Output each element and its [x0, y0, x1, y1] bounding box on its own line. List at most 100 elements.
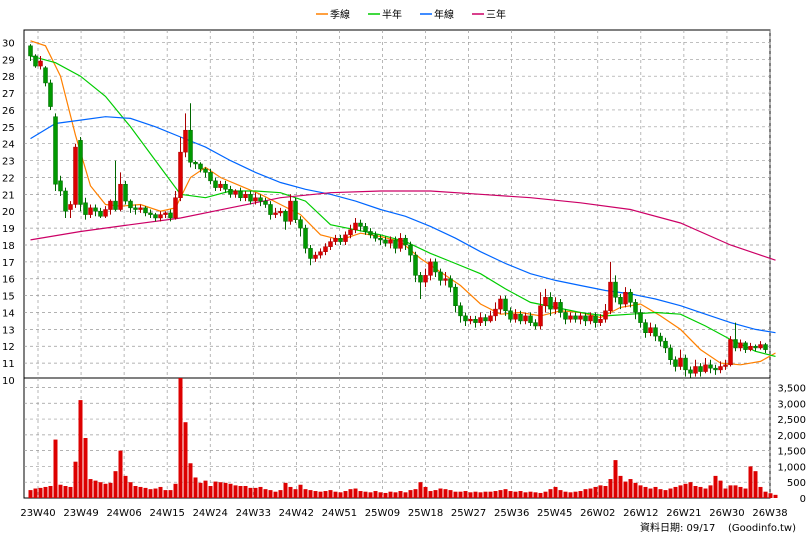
price-tick-label-17: 27	[2, 89, 15, 100]
candle-body-15	[103, 209, 108, 217]
candle-body-101	[533, 322, 538, 327]
candle-body-19	[123, 183, 128, 202]
candle-body-117	[613, 281, 618, 298]
price-tick-label-19: 29	[2, 55, 15, 66]
volume-bar-142	[738, 486, 743, 498]
volume-bar-72	[388, 491, 393, 498]
volume-bar-132	[688, 482, 693, 498]
candle-body-28	[168, 212, 173, 219]
candle-body-40	[228, 189, 233, 195]
candle-body-145	[753, 345, 758, 349]
candle-body-17	[113, 200, 118, 210]
volume-bar-81	[433, 490, 438, 498]
ma-line-2	[30, 116, 776, 334]
volume-bar-136	[708, 485, 713, 498]
candle-body-46	[258, 197, 263, 202]
volume-bar-93	[493, 491, 498, 498]
volume-bar-145	[753, 471, 758, 498]
volume-bar-1	[33, 488, 38, 498]
x-tick-label-15: 26W21	[666, 508, 701, 519]
chart-legend: 季線 半年 年線 三年	[316, 8, 506, 21]
volume-bar-39	[223, 482, 228, 498]
volume-bar-148	[768, 493, 773, 498]
volume-tick-label-6: 3,000	[777, 399, 806, 410]
volume-bar-86	[458, 491, 463, 498]
volume-bar-120	[628, 479, 633, 498]
volume-bar-31	[183, 422, 188, 498]
candle-body-47	[263, 200, 268, 205]
volume-bar-57	[313, 491, 318, 498]
volume-bar-34	[198, 482, 203, 498]
candle-body-123	[643, 322, 648, 333]
x-tick-label-11: 25W36	[494, 508, 529, 519]
x-tick-label-9: 25W18	[408, 508, 443, 519]
volume-bar-47	[263, 489, 268, 498]
candle-body-71	[383, 239, 388, 244]
candle-body-16	[108, 200, 113, 210]
candle-body-76	[408, 244, 413, 256]
candle-body-121	[633, 302, 638, 313]
volume-bar-130	[678, 485, 683, 498]
candle-body-113	[593, 315, 598, 323]
candle-body-83	[443, 278, 448, 281]
volume-tick-label-5: 2,500	[777, 415, 806, 426]
candle-body-26	[158, 214, 163, 219]
candle-body-132	[688, 369, 693, 374]
candle-body-98	[518, 313, 523, 322]
volume-bar-84	[448, 490, 453, 498]
candle-body-35	[203, 168, 208, 173]
volume-bar-114	[598, 485, 603, 498]
volume-bar-58	[318, 491, 323, 498]
volume-bar-90	[478, 492, 483, 498]
candle-body-142	[738, 342, 743, 349]
candle-body-144	[748, 345, 753, 350]
candle-body-102	[538, 305, 543, 327]
candle-body-131	[683, 357, 688, 371]
volume-bar-23	[143, 487, 148, 498]
volume-bar-92	[488, 491, 493, 498]
volume-bar-137	[713, 475, 718, 498]
candle-body-103	[543, 297, 548, 306]
x-tick-label-13: 26W02	[580, 508, 615, 519]
price-tick-label-18: 28	[2, 72, 15, 83]
candle-body-36	[208, 172, 213, 182]
candle-body-58	[318, 251, 323, 256]
candle-body-38	[218, 183, 223, 188]
candle-body-39	[223, 183, 228, 190]
candle-body-100	[528, 315, 533, 323]
volume-bar-70	[378, 492, 383, 498]
price-tick-label-7: 17	[2, 258, 15, 269]
candle-body-110	[578, 315, 583, 320]
candle-body-147	[763, 344, 768, 350]
volume-plot-area	[23, 377, 771, 499]
volume-bar-126	[658, 489, 663, 498]
candle-body-133	[693, 366, 698, 374]
candle-body-5	[53, 116, 58, 185]
volume-bar-144	[748, 466, 753, 498]
candle-body-70	[378, 237, 383, 241]
volume-bar-133	[693, 486, 698, 498]
volume-bar-29	[173, 483, 178, 498]
candle-body-130	[678, 357, 683, 367]
candle-body-62	[338, 237, 343, 242]
volume-bar-134	[698, 486, 703, 498]
candle-body-54	[298, 219, 303, 229]
candle-body-85	[453, 286, 458, 306]
volume-bar-110	[578, 491, 583, 498]
volume-bar-33	[193, 477, 198, 498]
volume-bar-107	[563, 491, 568, 498]
volume-bar-71	[383, 492, 388, 498]
volume-bar-50	[278, 490, 283, 498]
volume-bar-108	[568, 492, 573, 498]
candle-body-86	[458, 305, 463, 317]
candle-body-108	[568, 315, 573, 320]
volume-bar-99	[523, 492, 528, 498]
candle-body-25	[153, 214, 158, 219]
x-tick-label-8: 25W09	[365, 508, 400, 519]
volume-bar-42	[238, 486, 243, 498]
candle-body-97	[513, 313, 518, 320]
volume-bar-109	[573, 491, 578, 498]
candle-body-61	[333, 237, 338, 242]
volume-bar-55	[303, 489, 308, 498]
volume-bar-105	[553, 486, 558, 498]
